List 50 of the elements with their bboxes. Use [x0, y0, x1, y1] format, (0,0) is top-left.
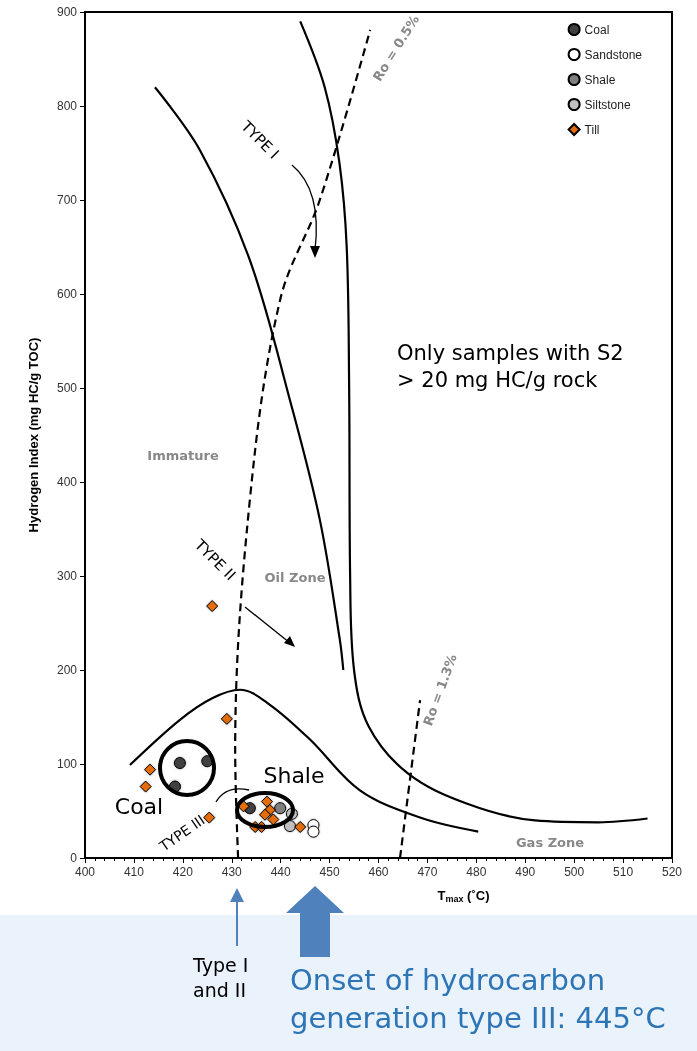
text: Type I and II [193, 953, 250, 1003]
legend-label: Coal [584, 22, 610, 37]
point [283, 820, 296, 833]
annotation: Gas Zone [515, 834, 585, 850]
point [260, 795, 273, 808]
annotation: Ro = 1.3% [420, 652, 460, 728]
annotation: Shale [263, 762, 325, 788]
annotation: Immature [147, 447, 219, 463]
x-tick-label: 410 [123, 865, 145, 879]
y-tick-label: 600 [56, 287, 78, 301]
legend-label: Sandstone [584, 47, 643, 62]
point [206, 600, 219, 613]
x-tick-label: 490 [515, 865, 536, 879]
point [274, 802, 287, 815]
x-tick-label: 420 [172, 865, 194, 879]
y-tick-label: 100 [56, 757, 78, 771]
x-tick-label: 400 [74, 865, 96, 879]
legend-label: Siltstone [584, 97, 631, 112]
x-tick-label: 430 [221, 865, 243, 879]
x-tick-label: 480 [466, 865, 487, 879]
point [144, 763, 157, 776]
point [267, 813, 280, 826]
legend-label: Shale [584, 72, 616, 87]
point [220, 712, 233, 725]
point [259, 808, 272, 821]
y-tick-label: 0 [70, 851, 78, 865]
x-tick-label: 460 [368, 865, 389, 879]
point [173, 757, 186, 770]
point [139, 780, 152, 793]
annotation: Coal [114, 793, 164, 819]
y-tick-label: 700 [56, 193, 78, 207]
legend-label: Till [584, 122, 600, 137]
y-tick-label: 200 [56, 663, 78, 677]
point [307, 825, 320, 838]
x-tick-label: 500 [564, 865, 585, 879]
y-tick-label: 500 [56, 381, 78, 395]
x-tick-label: 510 [613, 865, 634, 879]
annotation: Oil Zone [264, 569, 326, 585]
x-tick-label: 520 [661, 865, 683, 879]
y-tick-label: 300 [56, 569, 78, 583]
y-tick-label: 400 [56, 475, 78, 489]
x-tick-label: 440 [270, 865, 291, 879]
text: Onset of hydrocarbon generation type III: 445°C [290, 962, 667, 1037]
y-axis-title: Hydrogen Index (mg HC/g TOC) [26, 337, 41, 533]
point [294, 820, 307, 833]
y-tick-label: 900 [56, 5, 78, 19]
x-tick-label: 470 [417, 865, 438, 879]
annotation: Only samples with S2 > 20 mg HC/g rock [397, 340, 625, 395]
x-tick-label: 450 [319, 865, 340, 879]
y-tick-label: 800 [56, 99, 78, 113]
